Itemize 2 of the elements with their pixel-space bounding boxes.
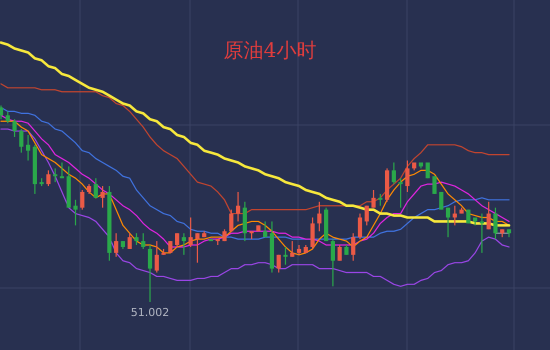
annotation: 51.002 bbox=[130, 306, 170, 319]
chart-title: 原油4小时 bbox=[224, 38, 316, 62]
